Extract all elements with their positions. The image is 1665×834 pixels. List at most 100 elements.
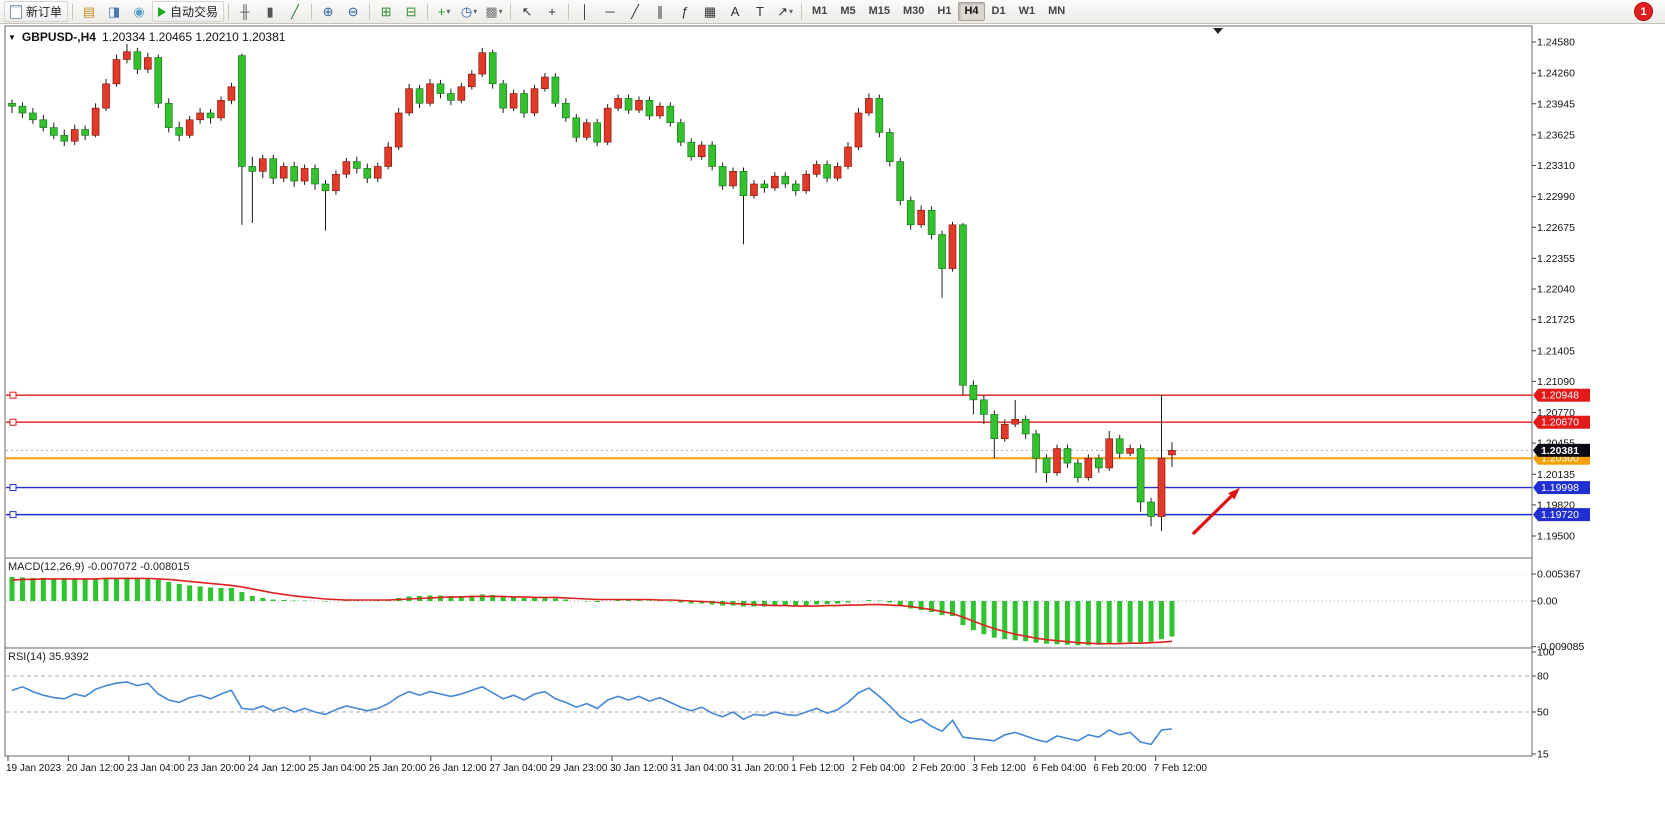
toolbar-separator — [228, 3, 230, 20]
svg-text:31 Jan 20:00: 31 Jan 20:00 — [731, 763, 789, 774]
cascade-windows-icon[interactable]: ⊟ — [399, 2, 423, 21]
svg-text:31 Jan 04:00: 31 Jan 04:00 — [670, 763, 728, 774]
zoom-out-icon: ⊖ — [347, 4, 359, 19]
horizontal-line-icon[interactable]: ─ — [598, 2, 622, 21]
svg-text:20 Jan 12:00: 20 Jan 12:00 — [66, 763, 124, 774]
timeframe-M30[interactable]: M30 — [903, 5, 925, 17]
svg-text:6 Feb 20:00: 6 Feb 20:00 — [1093, 763, 1147, 774]
symbol-period-label: GBPUSD-,H4 — [21, 30, 96, 44]
svg-text:0.005367: 0.005367 — [1537, 569, 1581, 581]
charts-stack-icon[interactable]: ▤ — [77, 2, 101, 21]
trendline-icon[interactable]: ╱ — [623, 2, 647, 21]
market-watch-icon[interactable]: ◨ — [102, 2, 126, 21]
timeframe-W1[interactable]: W1 — [1018, 5, 1036, 17]
chevron-down-icon[interactable]: ▼ — [8, 32, 16, 42]
macd-indicator-label: MACD(12,26,9) -0.007072 -0.008015 — [8, 561, 190, 573]
svg-text:1.22040: 1.22040 — [1537, 284, 1575, 296]
crosshair-icon: + — [548, 4, 556, 19]
toolbar-separator — [427, 3, 429, 20]
candlestick-chart-icon: ▮ — [266, 4, 274, 19]
chart-title: ▼ GBPUSD-,H4 1.20334 1.20465 1.20210 1.2… — [8, 30, 285, 44]
svg-text:1.21405: 1.21405 — [1537, 345, 1575, 357]
notification-badge[interactable]: 1 — [1634, 2, 1653, 21]
rsi-name: RSI(14) — [8, 651, 46, 663]
svg-text:1.20948: 1.20948 — [1541, 390, 1579, 402]
timeframe-H1[interactable]: H1 — [937, 5, 952, 17]
svg-text:1.23625: 1.23625 — [1537, 129, 1575, 141]
ohlc-readout: 1.20334 1.20465 1.20210 1.20381 — [101, 30, 286, 44]
svg-text:25 Jan 04:00: 25 Jan 04:00 — [308, 763, 366, 774]
timeframe-M15[interactable]: M15 — [868, 5, 890, 17]
toolbar-separator — [510, 3, 512, 20]
rsi-indicator-label: RSI(14) 35.9392 — [8, 651, 89, 663]
svg-text:25 Jan 20:00: 25 Jan 20:00 — [368, 763, 426, 774]
template-icon[interactable]: ▩ ▾ — [482, 2, 506, 21]
candlestick-chart-icon[interactable]: ▮ — [258, 2, 282, 21]
toolbar-separator — [568, 3, 570, 20]
svg-text:-0.009085: -0.009085 — [1537, 641, 1584, 653]
autotrading-button[interactable]: 自动交易 — [152, 1, 225, 22]
new-order-button[interactable]: 新订单 — [4, 1, 69, 22]
svg-text:23 Jan 04:00: 23 Jan 04:00 — [127, 763, 185, 774]
svg-text:1.19500: 1.19500 — [1537, 531, 1575, 543]
zoom-out-icon[interactable]: ⊖ — [341, 2, 365, 21]
svg-text:1.19998: 1.19998 — [1541, 482, 1579, 494]
bar-chart-icon[interactable]: ╫ — [233, 2, 257, 21]
arrows-tool-icon[interactable]: ↗ ▾ — [773, 2, 797, 21]
macd-name: MACD(12,26,9) — [8, 561, 85, 573]
shapes-icon[interactable]: ▦ — [698, 2, 722, 21]
new-order-icon — [10, 4, 22, 19]
fibonacci-icon: ƒ — [681, 4, 689, 19]
svg-text:1.21090: 1.21090 — [1537, 376, 1575, 388]
svg-text:27 Jan 04:00: 27 Jan 04:00 — [489, 763, 547, 774]
toolbar-separator — [801, 3, 803, 20]
text-icon: A — [730, 4, 740, 19]
navigator-icon[interactable]: ◉ — [127, 2, 151, 21]
svg-text:19 Jan 2023: 19 Jan 2023 — [6, 763, 61, 774]
svg-text:1.23310: 1.23310 — [1537, 160, 1575, 172]
timeframe-MN[interactable]: MN — [1048, 5, 1066, 17]
charts-stack-icon: ▤ — [82, 4, 96, 19]
dropdown-arrow-icon: ▾ — [788, 7, 793, 16]
equidistant-channel-icon[interactable]: ∥ — [648, 2, 672, 21]
svg-text:29 Jan 23:00: 29 Jan 23:00 — [550, 763, 608, 774]
timeframe-D1[interactable]: D1 — [991, 5, 1006, 17]
trendline-icon: ╱ — [631, 4, 639, 19]
svg-text:1.20381: 1.20381 — [1541, 445, 1579, 457]
crosshair-icon[interactable]: + — [540, 2, 564, 21]
text-label-icon[interactable]: T — [748, 2, 772, 21]
dropdown-arrow-icon: ▾ — [473, 7, 478, 16]
svg-text:1.22355: 1.22355 — [1537, 253, 1575, 265]
svg-text:0.00: 0.00 — [1537, 596, 1558, 608]
zoom-in-icon: ⊕ — [322, 4, 334, 19]
tile-windows-icon[interactable]: ⊞ — [374, 2, 398, 21]
fibonacci-icon[interactable]: ƒ — [673, 2, 697, 21]
svg-text:100: 100 — [1537, 647, 1555, 659]
arrows-tool-icon: ↗ — [777, 4, 788, 19]
line-chart-icon: ╱ — [291, 4, 299, 19]
line-chart-icon[interactable]: ╱ — [283, 2, 307, 21]
toolbar-separator — [72, 3, 74, 20]
svg-text:1.21725: 1.21725 — [1537, 314, 1575, 326]
add-indicator-icon: + — [437, 4, 446, 19]
cursor-icon[interactable]: ↖ — [515, 2, 539, 21]
vertical-line-icon[interactable]: │ — [573, 2, 597, 21]
text-icon[interactable]: A — [723, 2, 747, 21]
navigator-icon: ◉ — [133, 4, 145, 19]
add-indicator-icon[interactable]: + ▾ — [432, 2, 456, 21]
period-icon[interactable]: ◷ ▾ — [457, 2, 481, 21]
svg-text:23 Jan 20:00: 23 Jan 20:00 — [187, 763, 245, 774]
cascade-windows-icon: ⊟ — [405, 4, 417, 19]
svg-text:1.19720: 1.19720 — [1541, 509, 1579, 521]
timeframe-M1[interactable]: M1 — [812, 5, 828, 17]
bar-chart-icon: ╫ — [240, 4, 250, 19]
timeframe-H4[interactable]: H4 — [958, 2, 985, 21]
zoom-in-icon[interactable]: ⊕ — [316, 2, 340, 21]
tile-windows-icon: ⊞ — [380, 4, 392, 19]
horizontal-line-icon: ─ — [605, 4, 615, 19]
svg-text:30 Jan 12:00: 30 Jan 12:00 — [610, 763, 668, 774]
timeframe-M5[interactable]: M5 — [840, 5, 856, 17]
shapes-icon: ▦ — [703, 4, 717, 19]
toolbar-separator — [369, 3, 371, 20]
